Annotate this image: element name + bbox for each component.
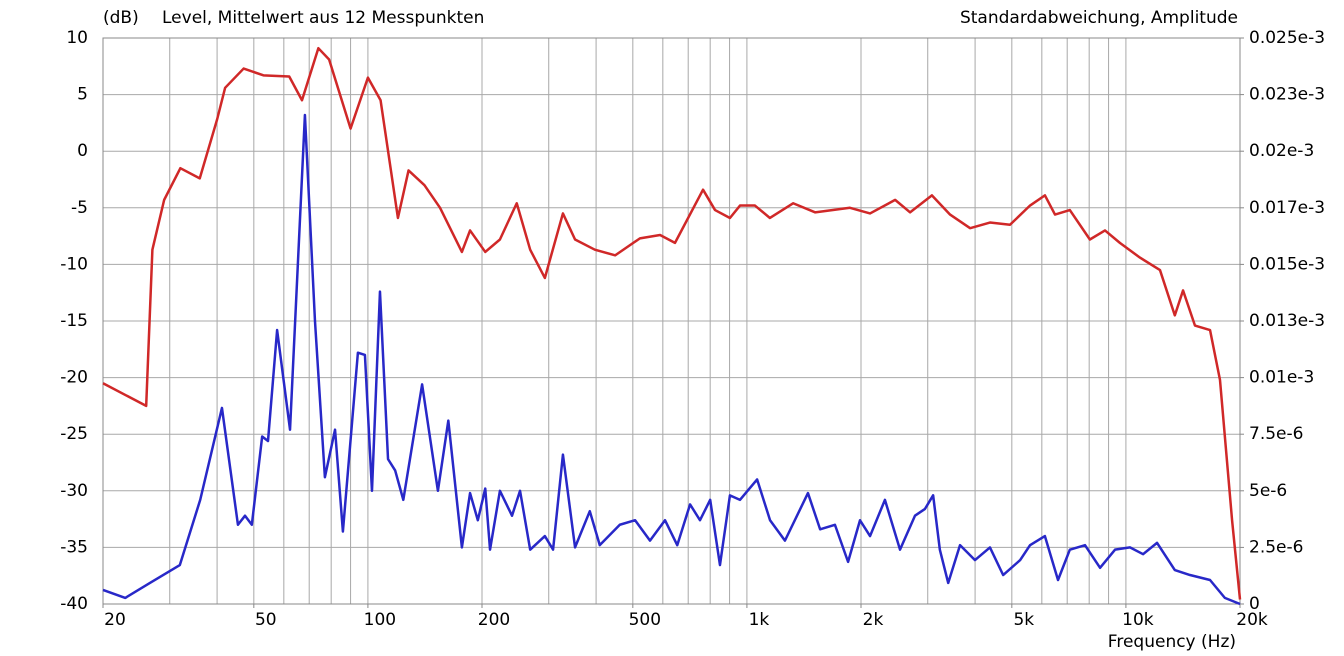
x-tick-label: 200 [478, 610, 510, 630]
y2-tick-label: 0.02e-3 [1249, 141, 1314, 161]
y2-tick-label: 0.025e-3 [1249, 28, 1325, 48]
legend-label: Level, Mittelwert aus 12 Messpunkten [162, 8, 484, 28]
series-line [102, 113, 1241, 606]
x-tick-label: 500 [629, 610, 661, 630]
y-tick-label: -15 [60, 311, 88, 331]
x-tick-label: 1k [749, 610, 770, 630]
x-tick-label: 10k [1122, 610, 1154, 630]
y-tick-label: 10 [66, 28, 88, 48]
y2-tick-label: 5e-6 [1249, 481, 1287, 501]
y2-tick-label: 0 [1249, 594, 1260, 614]
legend-label: Standardabweichung, Amplitude [960, 8, 1238, 28]
y-tick-label: 5 [77, 85, 88, 105]
x-axis-label: Frequency (Hz) [1108, 632, 1236, 652]
y-tick-label: -20 [60, 368, 88, 388]
y-tick-label: -40 [60, 594, 88, 614]
x-tick-label: 20 [104, 610, 126, 630]
y2-tick-label: 0.023e-3 [1249, 85, 1325, 105]
y-tick-label: -10 [60, 254, 88, 274]
y2-tick-label: 0.015e-3 [1249, 254, 1325, 274]
y-tick-label: -30 [60, 481, 88, 501]
y2-tick-label: 0.013e-3 [1249, 311, 1325, 331]
y2-tick-label: 0.017e-3 [1249, 198, 1325, 218]
y-tick-label: -25 [60, 424, 88, 444]
series-line [102, 46, 1242, 600]
y-tick-label: 0 [77, 141, 88, 161]
y2-tick-label: 7.5e-6 [1249, 424, 1303, 444]
y2-tick-label: 2.5e-6 [1249, 537, 1303, 557]
y2-tick-label: 0.01e-3 [1249, 368, 1314, 388]
y-tick-label: -35 [60, 537, 88, 557]
x-tick-label: 50 [255, 610, 277, 630]
x-tick-label: 2k [863, 610, 884, 630]
x-tick-label: 100 [364, 610, 396, 630]
y-tick-label: -5 [71, 198, 88, 218]
x-tick-label: 20k [1236, 610, 1268, 630]
x-tick-label: 5k [1013, 610, 1034, 630]
y-axis-label: (dB) [103, 8, 139, 28]
